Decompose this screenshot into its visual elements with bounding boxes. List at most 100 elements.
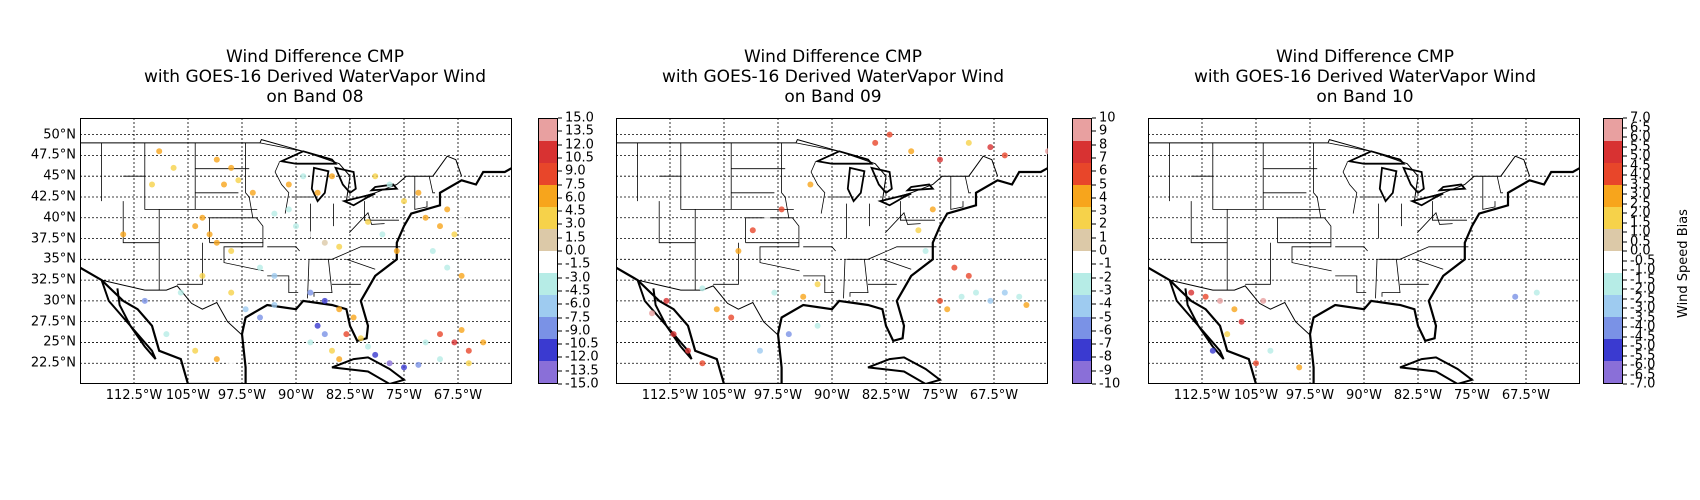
colorbar-tick-label: -6.0 <box>558 298 590 311</box>
panel-title: Wind Difference CMP with GOES-16 Derived… <box>662 47 1004 107</box>
wind-point <box>670 331 677 338</box>
wind-point <box>249 189 256 196</box>
wind-point <box>228 248 235 254</box>
wind-point <box>336 306 343 313</box>
wind-point <box>814 281 821 288</box>
wind-point <box>415 361 422 368</box>
colorbar-tick-label: 6.0 <box>558 191 586 204</box>
coastline <box>616 159 1048 384</box>
wind-point <box>735 248 742 254</box>
state-border <box>1381 259 1401 297</box>
wind-point <box>937 297 943 304</box>
state-border <box>882 258 912 270</box>
colorbar-tick-label: -5 <box>1092 311 1112 324</box>
state-border <box>256 217 264 243</box>
colorbar-tick-label: -10.5 <box>558 338 599 351</box>
coastline-cuba <box>331 356 407 384</box>
colorbar-tick-label: -15.0 <box>558 378 599 391</box>
lake-outline <box>905 183 935 192</box>
wind-point <box>401 364 407 371</box>
country-border <box>80 139 463 202</box>
colorbar-tick-label: 13.5 <box>558 125 594 138</box>
state-border <box>144 176 196 210</box>
coastline <box>1148 159 1580 384</box>
state-border <box>1327 142 1372 152</box>
lake-outline <box>334 166 357 195</box>
wind-point <box>422 339 429 346</box>
state-border <box>122 201 160 244</box>
state-border <box>795 142 840 152</box>
colorbar-label: Wind Speed Bias <box>1676 209 1691 318</box>
wind-point <box>944 306 951 313</box>
state-border <box>781 142 790 218</box>
wind-point <box>329 347 335 354</box>
colorbar-tick-label: -10 <box>1092 378 1120 391</box>
colorbar-tick-label: -4.5 <box>558 284 590 297</box>
state-border <box>659 142 682 177</box>
wind-point <box>778 206 785 213</box>
lake-outline <box>369 183 399 192</box>
wind-point <box>465 347 472 354</box>
wind-point <box>929 206 936 213</box>
wind-point <box>228 289 235 296</box>
wind-point <box>386 360 393 367</box>
wind-point <box>379 231 386 238</box>
state-border <box>680 176 732 210</box>
state-border <box>849 259 869 297</box>
state-border <box>1335 275 1367 294</box>
wind-point <box>951 264 958 271</box>
wind-point <box>437 223 443 230</box>
wind-point <box>321 239 328 246</box>
wind-point <box>170 164 177 171</box>
wind-point <box>480 339 487 346</box>
lon-tick-label: 67.5°W <box>969 388 1019 403</box>
state-border <box>1190 201 1228 244</box>
wind-point <box>807 181 814 188</box>
wind-point <box>257 206 263 213</box>
country-border <box>616 139 999 202</box>
colorbar-tick-label: -7 <box>1092 338 1112 351</box>
wind-point <box>728 314 735 321</box>
lon-tick-label: 75°W <box>1454 388 1490 403</box>
state-border <box>313 259 333 297</box>
wind-point <box>1217 297 1223 304</box>
colorbar-ticks: 7.0 6.5 6.0 5.5 5.0 4.5 4.0 3.5 3.0 2.5 2.0 1.5 1.0 0… <box>1623 112 1683 391</box>
wind-point <box>365 218 371 225</box>
wind-point <box>958 293 965 300</box>
map-plot <box>616 118 1048 384</box>
wind-point <box>285 181 292 188</box>
wind-point <box>336 356 343 363</box>
colorbar <box>1072 118 1092 384</box>
wind-point <box>649 310 655 317</box>
wind-point <box>120 231 127 238</box>
colorbar-tick-label: 15.0 <box>558 112 594 125</box>
state-border <box>792 217 800 243</box>
colorbar-tick-label: 10.5 <box>558 151 594 164</box>
state-border <box>1335 246 1368 252</box>
wind-point <box>293 223 299 230</box>
colorbar-tick-label: -3 <box>1092 284 1112 297</box>
wind-point <box>1231 306 1238 313</box>
lon-tick-label: 82.5°W <box>861 388 911 403</box>
wind-point <box>663 297 670 304</box>
state-border <box>1496 176 1503 194</box>
wind-point <box>401 198 407 205</box>
wind-point <box>350 314 357 321</box>
wind-point <box>458 327 465 333</box>
colorbar-tick-label: -6 <box>1092 324 1112 337</box>
state-border <box>803 275 835 294</box>
wind-point <box>386 181 393 188</box>
wind-point <box>271 210 278 217</box>
state-border <box>1431 201 1467 221</box>
colorbar-tick-label: 4.5 <box>558 205 586 218</box>
wind-point <box>915 227 922 234</box>
wind-point <box>685 347 691 354</box>
colorbar-tick-label: -7.5 <box>558 311 590 324</box>
state-border <box>1378 246 1469 260</box>
wind-point <box>1209 347 1216 354</box>
wind-point <box>235 177 242 184</box>
colorbar <box>1603 118 1623 384</box>
wind-point <box>1533 289 1540 296</box>
state-border <box>950 176 964 210</box>
colorbar <box>538 118 558 384</box>
